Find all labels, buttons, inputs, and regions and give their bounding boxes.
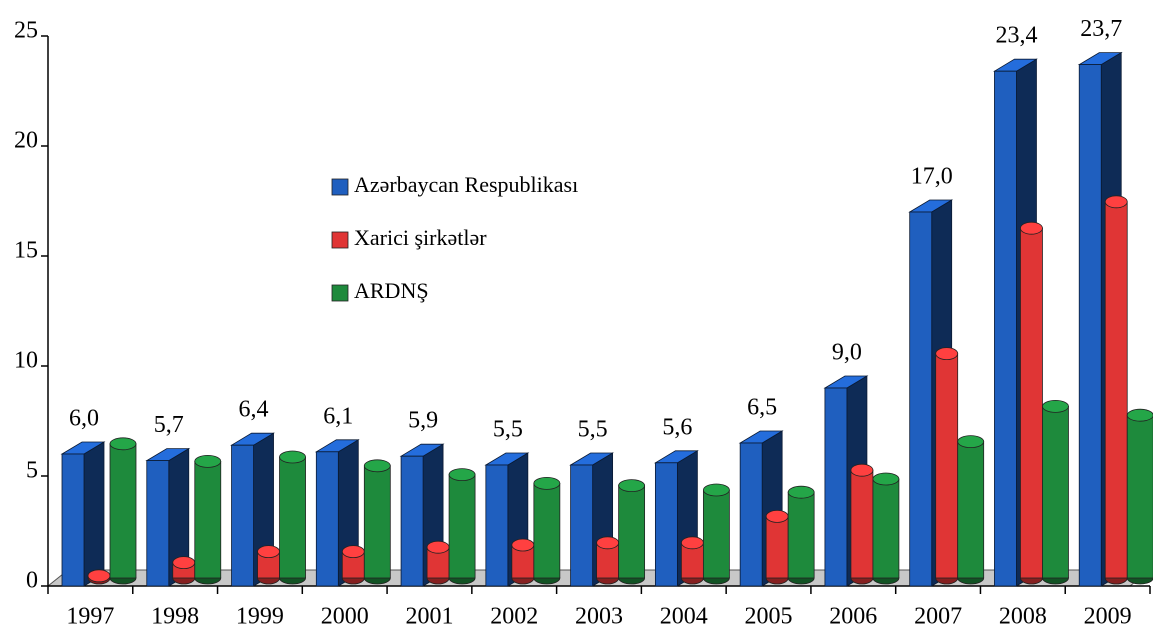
bar-top — [87, 569, 111, 583]
x-tick-label: 2007 — [914, 604, 962, 630]
bar — [448, 474, 476, 579]
bar-top — [850, 463, 874, 477]
value-label: 9,0 — [832, 340, 862, 366]
value-label: 5,7 — [154, 412, 184, 438]
bar-top — [194, 454, 222, 468]
bar-top — [1126, 408, 1153, 422]
bar — [109, 443, 137, 579]
bar-top — [787, 485, 815, 499]
bar-top — [957, 435, 985, 449]
bar — [279, 456, 306, 579]
bar-top — [680, 536, 704, 550]
value-label: 5,5 — [493, 417, 523, 443]
legend-label: Xarici şirkətlər — [354, 225, 487, 250]
value-label: 6,1 — [323, 403, 353, 429]
bar-top — [618, 479, 646, 493]
bar — [400, 455, 424, 587]
bar — [957, 441, 985, 579]
bar-side — [83, 441, 105, 587]
bar-top — [596, 536, 620, 550]
x-tick-label: 2005 — [745, 604, 793, 630]
bar — [1020, 227, 1043, 579]
x-tick-label: 2004 — [660, 604, 708, 630]
bar — [787, 491, 815, 579]
bar — [61, 453, 85, 587]
bar-top — [257, 545, 280, 558]
legend-label: Azərbaycan Respublikası — [354, 172, 578, 197]
x-tick-label: 1999 — [236, 604, 284, 630]
bar-top — [172, 556, 196, 569]
bar-top — [702, 483, 730, 497]
bar — [702, 489, 730, 579]
bar — [146, 460, 170, 587]
bar-top — [1042, 399, 1069, 413]
x-tick-label: 2003 — [575, 604, 623, 630]
value-label: 6,4 — [239, 397, 269, 423]
bar-top — [511, 538, 535, 552]
legend-swatch — [331, 231, 349, 249]
bar — [654, 462, 678, 587]
bar — [570, 464, 594, 587]
x-tick-label: 2006 — [829, 604, 877, 630]
value-label: 6,5 — [747, 395, 777, 421]
y-tick-label: 25 — [14, 18, 38, 44]
bar — [765, 516, 789, 579]
bar-top — [109, 437, 137, 451]
bar — [194, 460, 222, 579]
value-label: 6,0 — [69, 406, 99, 432]
x-tick-label: 2001 — [405, 604, 453, 630]
bar-top — [279, 450, 306, 464]
x-tick-label: 1997 — [66, 604, 114, 630]
value-label: 23,4 — [995, 23, 1037, 49]
value-label: 5,9 — [408, 408, 438, 434]
value-label: 17,0 — [911, 164, 953, 190]
bar — [824, 387, 848, 587]
y-tick-label: 15 — [14, 238, 38, 264]
legend-swatch — [331, 284, 349, 302]
bar — [1042, 405, 1069, 579]
bar-top — [363, 459, 391, 473]
x-tick-label: 2000 — [321, 604, 369, 630]
bar — [315, 451, 339, 587]
x-tick-label: 2002 — [490, 604, 538, 630]
x-tick-label: 2008 — [999, 604, 1047, 630]
bar-top — [935, 347, 959, 361]
y-tick-label: 10 — [14, 348, 38, 374]
bar — [1078, 64, 1102, 587]
bar-top — [448, 468, 476, 482]
y-tick-label: 20 — [14, 128, 38, 154]
bar-top — [341, 545, 365, 558]
value-label: 23,7 — [1080, 16, 1122, 42]
bar-top — [533, 476, 561, 490]
bar — [1126, 414, 1153, 579]
bar — [850, 469, 874, 579]
y-tick-label: 5 — [26, 458, 38, 484]
bar-top — [765, 510, 789, 523]
bar — [363, 465, 391, 579]
y-tick-label: 0 — [26, 568, 38, 594]
value-label: 5,5 — [578, 417, 608, 443]
bar — [618, 485, 646, 579]
bar-top — [1104, 195, 1128, 209]
bar-top — [1020, 221, 1043, 235]
bar-top — [872, 472, 900, 486]
bar — [909, 211, 933, 587]
bar — [485, 464, 509, 587]
bar — [994, 70, 1017, 587]
bar — [533, 482, 561, 579]
legend-label: ARDNŞ — [354, 278, 429, 303]
value-label: 5,6 — [662, 414, 692, 440]
x-tick-label: 1998 — [151, 604, 199, 630]
bar — [935, 353, 959, 579]
bar — [1104, 201, 1128, 579]
bar-top — [426, 540, 450, 554]
bar — [231, 444, 254, 587]
bar — [739, 442, 763, 587]
bar — [872, 478, 900, 579]
legend-swatch — [331, 178, 349, 196]
x-tick-label: 2009 — [1084, 604, 1132, 630]
